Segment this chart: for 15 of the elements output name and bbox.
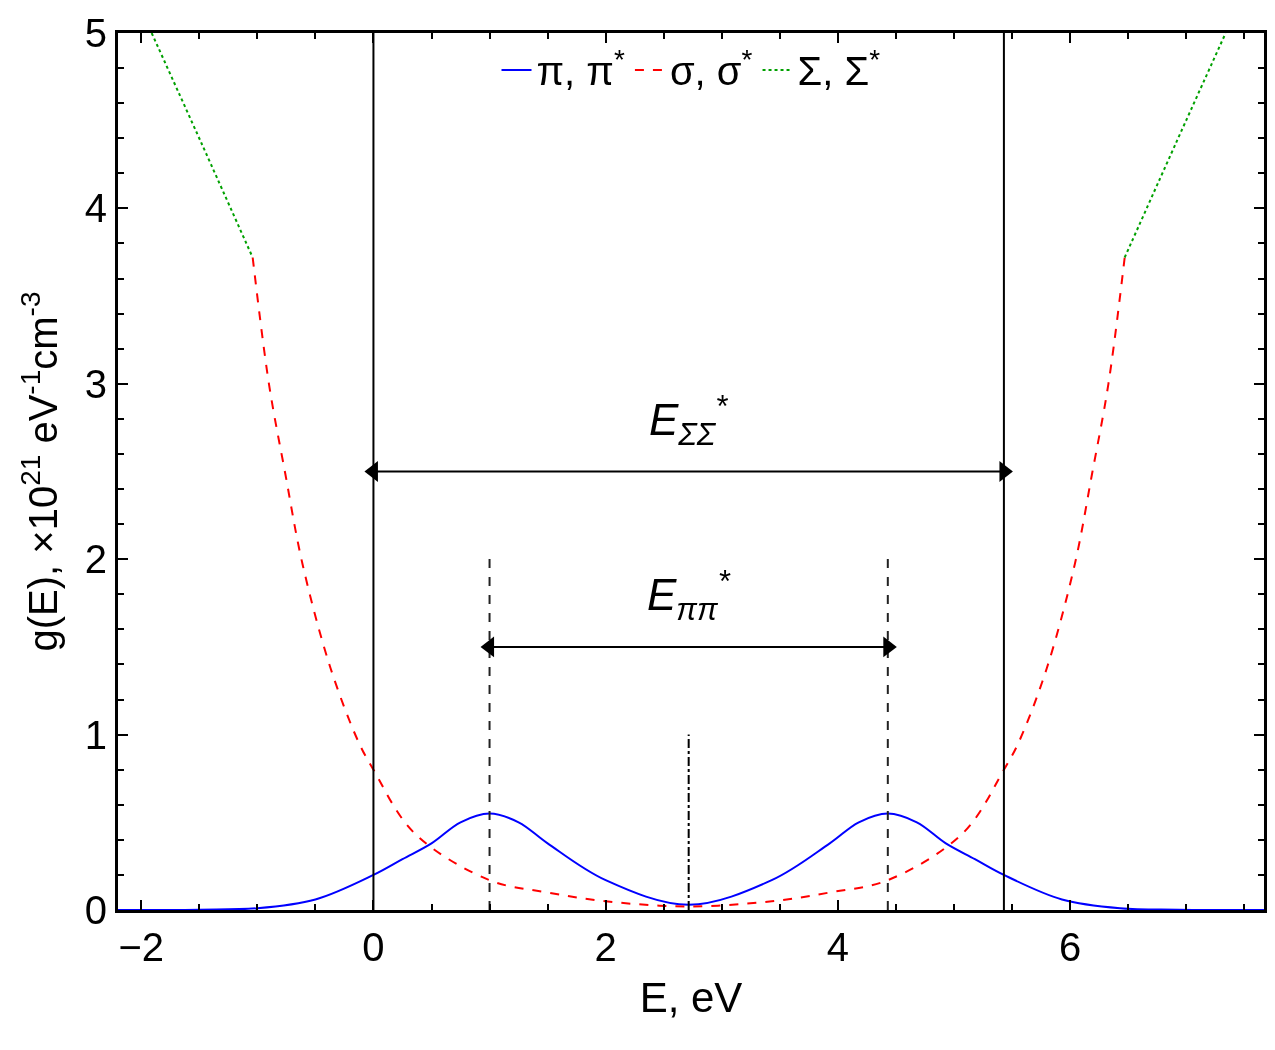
x-tick-label: 0 — [362, 925, 385, 969]
y-tick-label: 1 — [84, 712, 107, 757]
y-tick-label: 0 — [84, 888, 107, 932]
x-tick-label: 2 — [594, 925, 617, 969]
y-tick-label: 4 — [84, 186, 107, 231]
x-tick-label: 6 — [1058, 925, 1082, 969]
x-tick-label: 4 — [826, 925, 850, 969]
legend-label: π, π$^{*}$ — [536, 43, 625, 94]
x-tick-label: −2 — [118, 925, 165, 969]
x-axis-title: E, eV — [639, 973, 743, 1021]
y-tick-label: 2 — [84, 537, 107, 582]
y-tick-label: 5 — [84, 11, 107, 55]
legend-label: σ, σ$^{*}$ — [669, 43, 753, 94]
legend-label: Σ, Σ$^{*}$ — [797, 43, 881, 94]
y-tick-label: 3 — [84, 361, 107, 406]
